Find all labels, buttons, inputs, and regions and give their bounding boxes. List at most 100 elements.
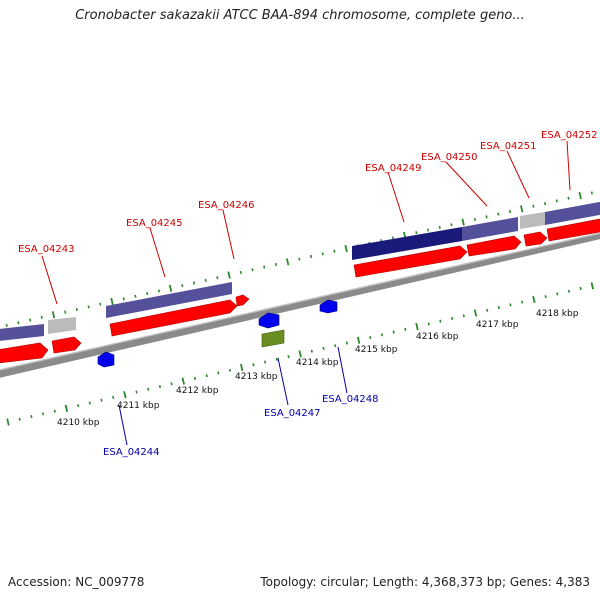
gene-label[interactable]: ESA_04245 (126, 218, 183, 229)
ruler-tick (344, 245, 348, 253)
ruler-tick (567, 289, 571, 293)
gene-arrow[interactable] (466, 235, 522, 257)
gene-label[interactable]: ESA_04244 (103, 447, 160, 458)
ruler-tick (240, 363, 244, 372)
ruler-tick (287, 355, 290, 359)
kbp-label: 4213 kbp (235, 372, 278, 382)
gene-bars-upper (0, 201, 600, 342)
ruler-tick (17, 321, 20, 325)
kbp-label: 4216 kbp (416, 332, 459, 342)
ruler-tick (135, 390, 138, 394)
ruler-tick (392, 330, 395, 334)
reverse-genes (97, 299, 338, 368)
ruler-tick (509, 303, 512, 307)
forward-gene-labels: ESA_04243 ESA_04245 ESA_04246 ESA_04249 … (18, 130, 598, 255)
ruler-tick (53, 409, 56, 413)
map-title: Cronobacter sakazakii ATCC BAA-894 chrom… (75, 8, 525, 23)
gene-arrow[interactable] (353, 245, 468, 278)
ruler-tick (438, 225, 441, 229)
backbone-highlight (0, 232, 600, 371)
ruler-tick (532, 204, 535, 208)
gene-arrow[interactable] (109, 299, 238, 337)
gene-label[interactable]: ESA_04248 (322, 394, 379, 405)
ruler-tick (310, 349, 313, 353)
genome-backbone (0, 233, 600, 378)
gene-bar[interactable] (352, 227, 462, 260)
ruler-tick (64, 404, 69, 413)
ruler-tick (334, 344, 337, 348)
ruler-tick (298, 257, 301, 261)
ruler-tick (497, 305, 500, 310)
gene-arrow[interactable] (258, 312, 280, 329)
ruler-tick (285, 258, 290, 266)
gene-arrow[interactable] (51, 336, 82, 354)
ruler-tick (87, 305, 90, 309)
ruler-tick (274, 262, 277, 266)
ruler-tick (369, 336, 372, 340)
gene-bar[interactable] (48, 317, 76, 334)
forward-genes (0, 218, 600, 364)
gene-bar[interactable] (106, 282, 232, 318)
ruler-tick (251, 268, 254, 272)
gene-arrow[interactable] (0, 342, 49, 364)
ruler-tick (275, 357, 278, 361)
gene-arrow[interactable] (235, 294, 250, 307)
gene-label[interactable]: ESA_04246 (198, 200, 255, 211)
ruler-tick (123, 391, 127, 399)
ruler-tick (380, 333, 384, 337)
ruler-tick (391, 236, 395, 240)
ruler-tick (473, 217, 476, 221)
ruler-tick (567, 196, 570, 200)
upper-tick-track (5, 191, 593, 327)
ruler-tick (88, 401, 91, 405)
accession-text: Accession: NC_009778 (8, 575, 145, 589)
ruler-tick (168, 284, 173, 292)
gene-bar[interactable] (545, 201, 600, 225)
ruler-tick (321, 252, 324, 256)
ruler-tick (461, 218, 465, 226)
ruler-tick (193, 376, 197, 380)
ruler-tick (508, 209, 512, 214)
ruler-tick (333, 249, 336, 253)
gene-arrow[interactable] (523, 231, 548, 247)
ruler-tick (41, 412, 45, 416)
ruler-tick (181, 377, 185, 385)
ruler-tick (77, 404, 80, 408)
ruler-tick (579, 286, 582, 291)
gene-bar[interactable] (462, 217, 518, 241)
gene-box[interactable] (261, 329, 285, 348)
kbp-label: 4212 kbp (176, 386, 219, 396)
kbp-label: 4211 kbp (117, 401, 160, 411)
ruler-tick (556, 292, 559, 296)
ruler-tick (40, 315, 43, 319)
ruler-tick (158, 385, 161, 389)
ruler-tick (345, 341, 348, 345)
ruler-tick (486, 308, 489, 312)
ruler-tick (29, 318, 32, 322)
gene-arrow[interactable] (97, 351, 115, 368)
gene-arrow[interactable] (319, 299, 338, 314)
lower-tick-track (6, 282, 594, 426)
gene-label[interactable]: ESA_04249 (365, 163, 422, 174)
gene-label[interactable]: ESA_04243 (18, 244, 75, 255)
kbp-label: 4217 kbp (476, 320, 519, 330)
gene-label[interactable]: ESA_04252 (541, 130, 598, 141)
ruler-tick (520, 205, 524, 213)
ruler-tick (239, 270, 242, 274)
gene-arrow[interactable] (546, 218, 600, 242)
ruler-tick (485, 215, 488, 219)
gene-bar[interactable] (520, 212, 545, 229)
ruler-tick (322, 346, 325, 351)
ruler-tick (521, 300, 524, 304)
ruler-tick (298, 350, 302, 358)
gene-bar[interactable] (0, 324, 44, 342)
ruler-tick (18, 417, 21, 421)
ruler-tick (170, 382, 173, 386)
gene-label[interactable]: ESA_04247 (264, 408, 321, 419)
kbp-ruler-labels: 4210 kbp 4211 kbp 4212 kbp 4213 kbp 4214… (57, 309, 579, 428)
gene-label[interactable]: ESA_04251 (480, 141, 537, 152)
gene-label[interactable]: ESA_04250 (421, 152, 478, 163)
ruler-tick (450, 223, 453, 227)
ruler-tick (263, 265, 266, 269)
